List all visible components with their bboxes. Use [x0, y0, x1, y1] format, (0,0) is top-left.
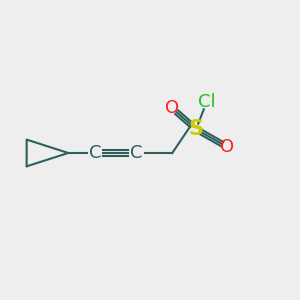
Text: S: S — [189, 119, 204, 139]
Text: O: O — [220, 138, 234, 156]
Text: C: C — [130, 144, 143, 162]
Text: C: C — [89, 144, 101, 162]
Text: Cl: Cl — [198, 93, 215, 111]
Text: O: O — [165, 99, 179, 117]
